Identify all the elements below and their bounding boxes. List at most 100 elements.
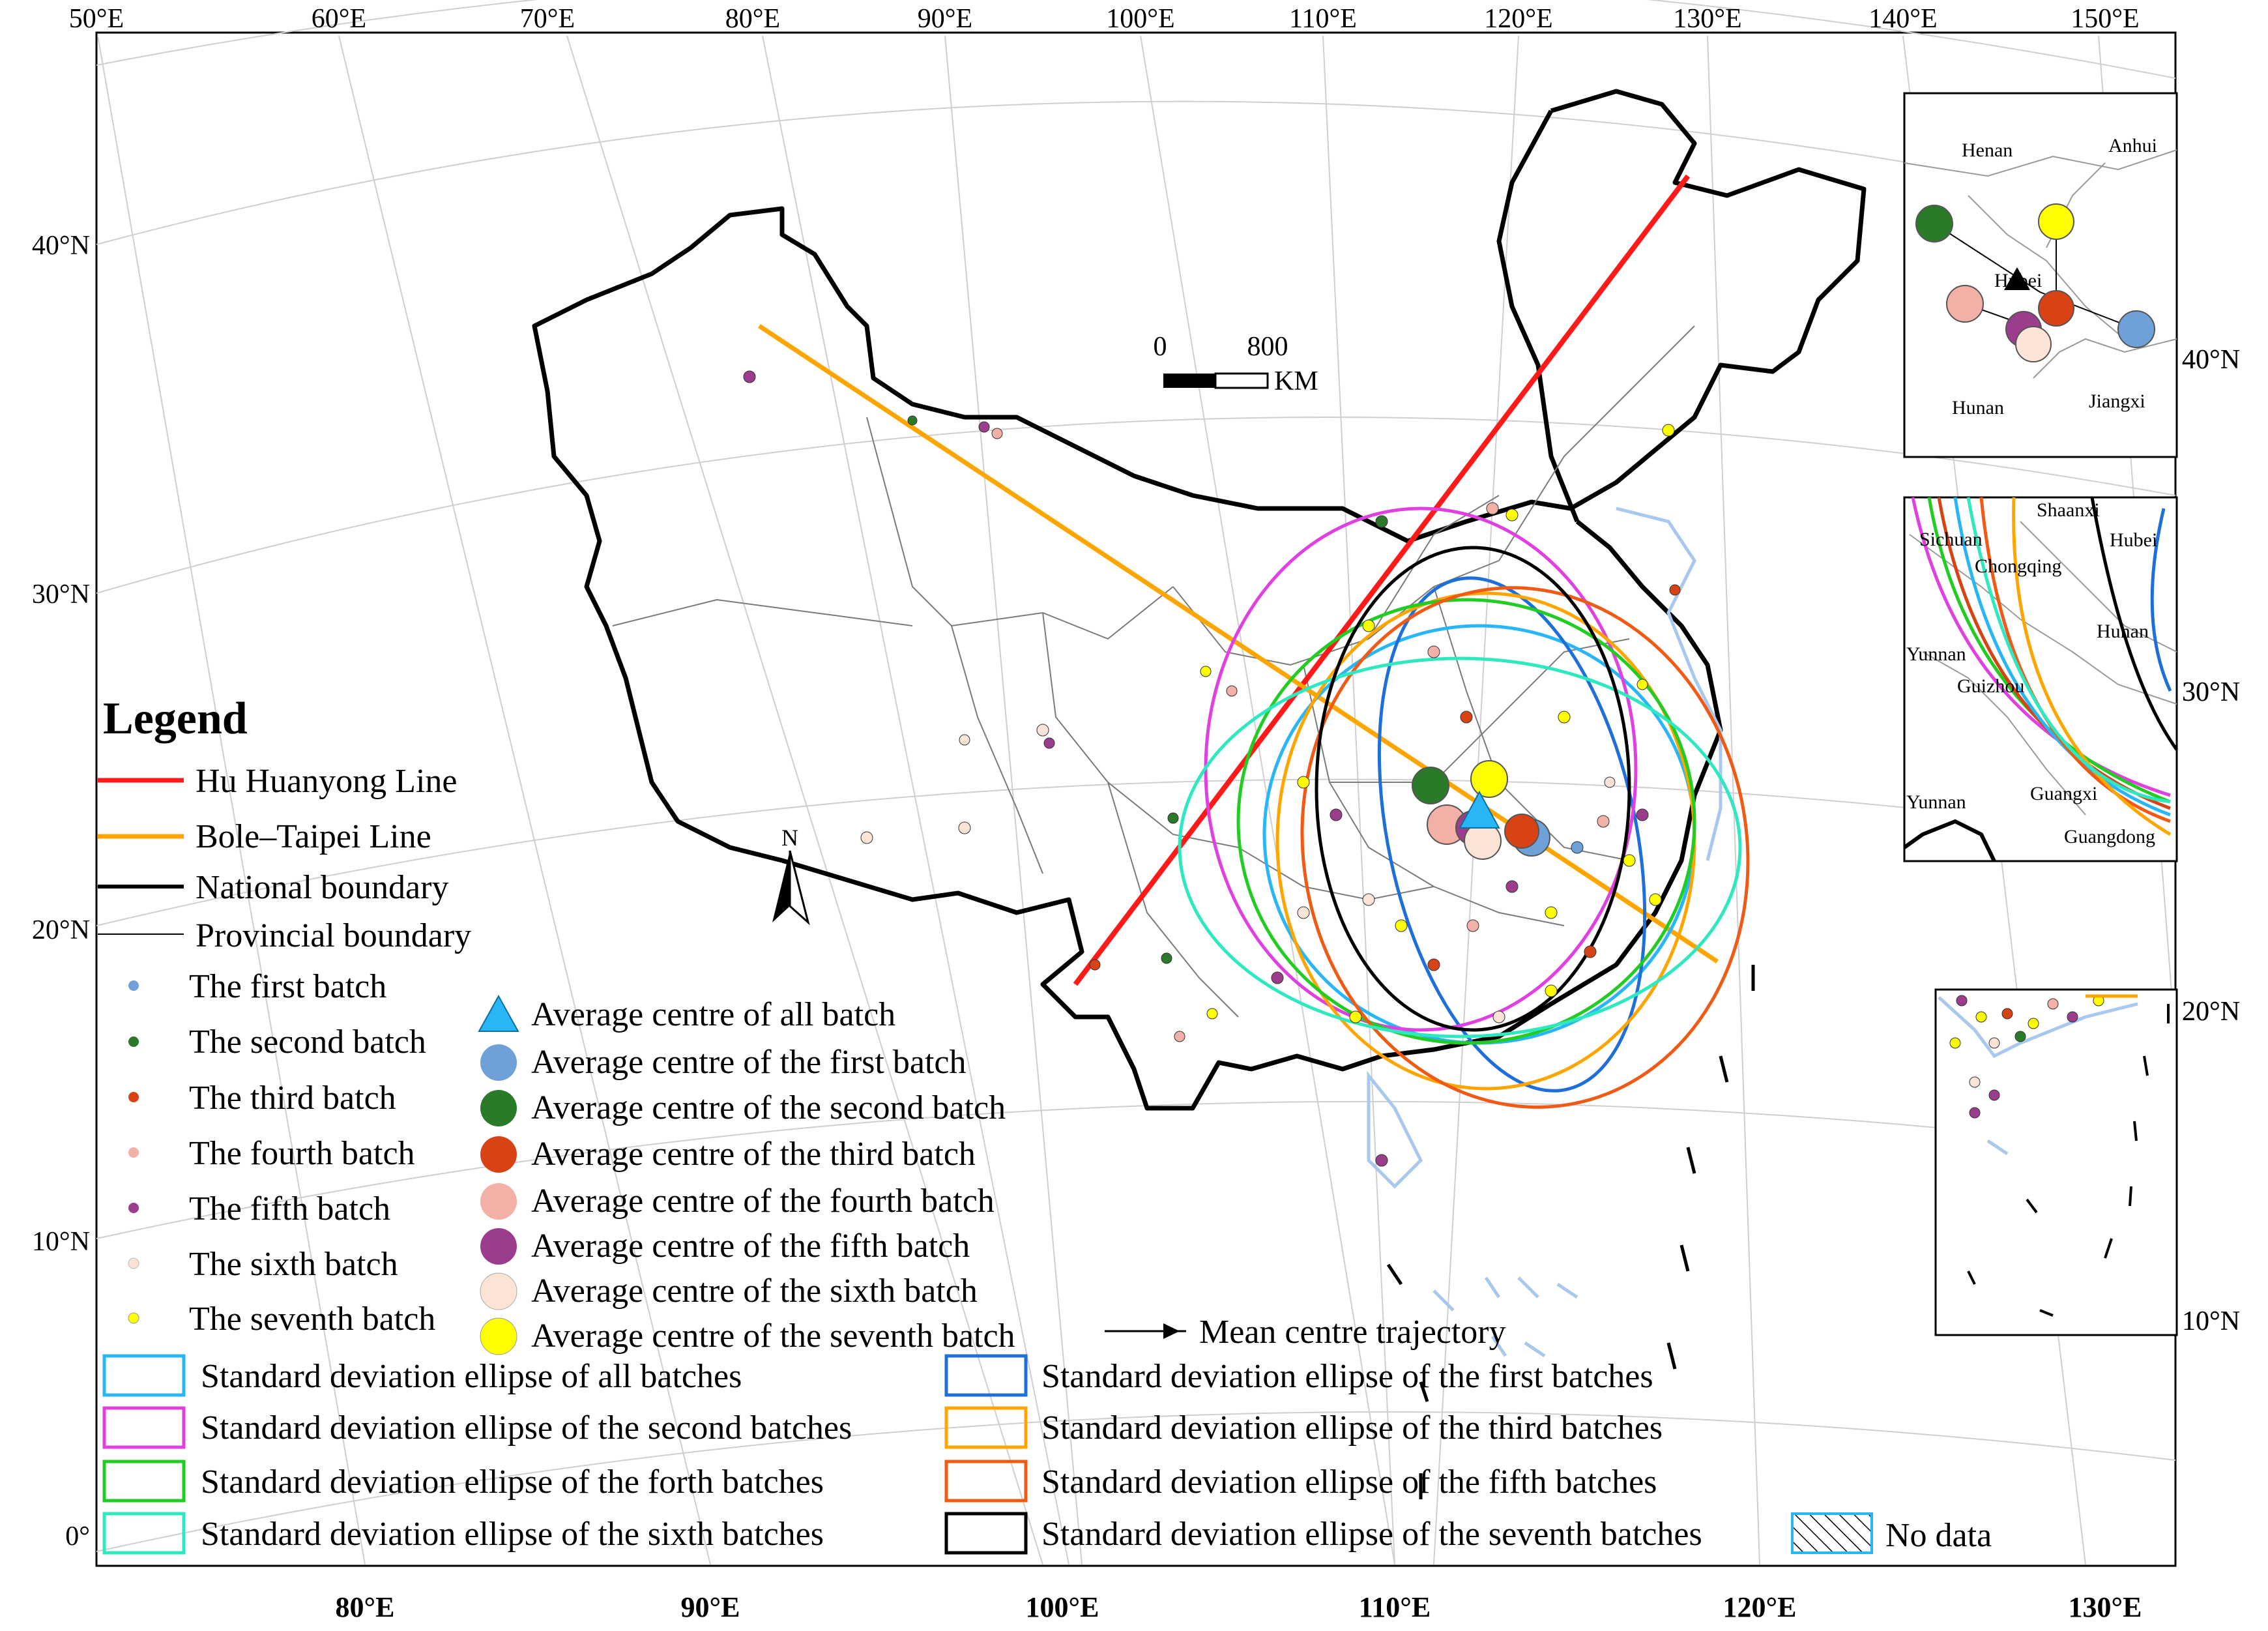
legend-batch1-label: The first batch (189, 968, 386, 1005)
batch-point (1271, 971, 1284, 984)
legend-centre-all-label: Average centre of all batch (531, 996, 895, 1033)
legend-title: Legend (103, 694, 248, 744)
batch-point (860, 831, 873, 844)
legend-batch2-swatch (128, 1036, 139, 1047)
centre-second-batch (1412, 767, 1449, 804)
inset-mid-label-sichuan: Sichuan (1919, 529, 1983, 550)
legend-ellipse7-label: Standard deviation ellipse of the sevent… (1041, 1516, 1702, 1553)
legend-ellipse2-label: Standard deviation ellipse of the second… (201, 1409, 852, 1447)
inset-mid: Shaanxi Sichuan Chongqing Hubei Hunan Yu… (1903, 496, 2240, 862)
batch-point (1486, 502, 1499, 515)
inset-mid-label-guangxi: Guangxi (2030, 783, 2097, 804)
inset-bottom-coast (1938, 996, 2138, 1156)
inset-mid-label-guizhou: Guizhou (1957, 675, 2024, 697)
legend-batch5-swatch (128, 1203, 139, 1213)
ellipse-fourth-batch (1236, 598, 1696, 1045)
nine-dash-line (1386, 965, 1755, 1499)
inset-top-boundaries (1904, 149, 2177, 379)
batch-point (1297, 906, 1310, 919)
legend-batch7-swatch (128, 1312, 139, 1324)
legend-centre4-swatch (480, 1183, 517, 1220)
inset-top-label-henan: Henan (1962, 140, 2013, 161)
batch-point (1161, 952, 1172, 964)
batch-point (991, 428, 1003, 439)
lat-label-left: 20°N (32, 915, 90, 945)
batch-point (1636, 679, 1648, 690)
batch-point (743, 370, 756, 383)
inset-top-centre-fourth (1946, 285, 1984, 323)
legend-ellipse5-swatch (944, 1460, 1028, 1503)
lat-label-right: 30°N (2182, 677, 2240, 707)
bole-taipei-line (758, 324, 1719, 963)
legend-centre6-swatch (480, 1272, 517, 1310)
batch-point (1558, 711, 1571, 724)
batch-point (1505, 508, 1519, 522)
legend-centre1-swatch (480, 1044, 517, 1081)
scale-zero: 0 (1154, 332, 1167, 362)
north-arrow-left (772, 851, 790, 922)
lat-label-right: 10°N (2182, 1306, 2240, 1336)
inset-mid-label-chongqing: Chongqing (1975, 555, 2061, 577)
legend-batch4-label: The fourth batch (189, 1135, 415, 1172)
centre-all-batch (1459, 790, 1500, 829)
legend-batch3-swatch (128, 1092, 139, 1102)
lon-label-bottom: 90°E (681, 1591, 740, 1623)
lat-label-left: 10°N (32, 1227, 90, 1257)
scale-bar-white (1214, 372, 1269, 389)
north-arrow: N (772, 825, 810, 926)
legend-ellipse4-swatch (102, 1460, 186, 1503)
inset-top-label-hunan: Hunan (1952, 397, 2004, 419)
inset-point (1969, 1076, 1981, 1088)
lat-label-left: 40°N (32, 231, 90, 261)
lon-label-top: 50°E (69, 4, 124, 34)
legend-ellipse1-label: Standard deviation ellipse of the first … (1041, 1358, 1653, 1395)
legend-trajectory-arrow (1163, 1323, 1180, 1339)
inset-point (1988, 1037, 2000, 1049)
inset-top-centre-seventh (2038, 203, 2074, 240)
inset-bottom: 20°N 10°N (1934, 988, 2240, 1336)
inset-point (2067, 1011, 2078, 1023)
batch-point (1597, 815, 1610, 828)
bottom-longitude-labels: 80°E 90°E 100°E 110°E 120°E 130°E (336, 1591, 2142, 1623)
lon-label-top: 60°E (312, 4, 366, 34)
batch-point (1427, 645, 1440, 658)
lat-label-right: 40°N (2182, 345, 2240, 375)
centre-third-batch (1504, 814, 1539, 849)
lon-label-top: 140°E (1868, 4, 1937, 34)
ellipse-seventh-batch (1315, 546, 1631, 1032)
legend-centre2-label: Average centre of the second batch (531, 1089, 1006, 1126)
northeast-boundary (1496, 110, 1580, 523)
inset-point (1956, 995, 1968, 1007)
inset-top: Henan Anhui Hubei Hunan Jiangxi 40°N (1903, 92, 2240, 458)
legend-centre3-swatch (480, 1136, 517, 1173)
legend-batch6-label: The sixth batch (189, 1246, 398, 1283)
inset-point (2047, 998, 2059, 1010)
batch-point (1036, 724, 1049, 737)
batch-points (743, 370, 1681, 1167)
legend-batch4-swatch (128, 1147, 139, 1158)
batch-point (1226, 685, 1238, 697)
batch-point (1043, 737, 1055, 749)
lat-label-left: 0° (65, 1521, 90, 1551)
inset-mid-label-yunnan2: Yunnan (1906, 791, 1966, 813)
lon-label-bottom: 120°E (1723, 1591, 1797, 1623)
north-arrow-right (789, 850, 810, 926)
legend-centre3-label: Average centre of the third batch (531, 1136, 976, 1173)
batch-point (1571, 841, 1584, 854)
batch-point (1545, 906, 1558, 919)
ellipse-sixth-batch (1178, 656, 1742, 1038)
batch-point (1505, 880, 1519, 893)
legend-centre7-swatch (480, 1317, 517, 1355)
batch-point (959, 734, 970, 746)
batch-point (1174, 1031, 1185, 1042)
legend-centre5-swatch (480, 1228, 517, 1265)
scale-bar: 0 800 KM (1154, 332, 1318, 396)
inset-mid-boundaries (1909, 521, 2177, 816)
coastline-islands (1367, 507, 1723, 1358)
legend-provincial-label: Provincial boundary (196, 917, 471, 954)
inset-point (2028, 1018, 2039, 1029)
legend-ellipse1-swatch (944, 1354, 1028, 1397)
lon-label-bottom: 100°E (1026, 1591, 1099, 1623)
lon-label-top: 70°E (520, 4, 575, 34)
